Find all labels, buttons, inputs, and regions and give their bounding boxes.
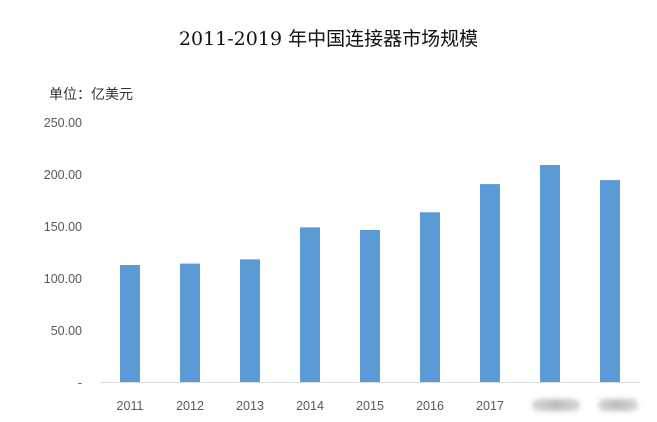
- bar-2017: [480, 184, 500, 382]
- bar-2019: [600, 180, 620, 382]
- y-tick-label: 250.00: [44, 116, 82, 130]
- bar-2014: [300, 227, 320, 382]
- x-tick-label: 2017: [476, 399, 504, 413]
- y-axis-ticks: - 50.00 100.00 150.00 200.00 250.00: [44, 116, 82, 390]
- y-tick-label: 200.00: [44, 168, 82, 182]
- chart-title: 2011-2019 年中国连接器市场规模: [178, 28, 479, 50]
- x-tick-label: 2013: [236, 399, 264, 413]
- blurred-label-2019: [598, 399, 638, 411]
- y-tick-label: 100.00: [44, 272, 82, 286]
- bar-2011: [120, 265, 140, 382]
- x-axis-ticks: 2011 2012 2013 2014 2015 2016 2017: [117, 399, 504, 413]
- x-tick-label: 2016: [416, 399, 444, 413]
- bar-2013: [240, 259, 260, 382]
- bars: [120, 165, 620, 382]
- y-tick-label: -: [78, 376, 82, 390]
- x-tick-label: 2012: [176, 399, 204, 413]
- bar-2012: [180, 263, 200, 382]
- x-tick-label: 2015: [356, 399, 384, 413]
- x-tick-label: 2014: [296, 399, 324, 413]
- bar-2016: [420, 212, 440, 382]
- y-tick-label: 150.00: [44, 220, 82, 234]
- unit-label: 单位：亿美元: [49, 87, 133, 103]
- bar-2015: [360, 230, 380, 382]
- x-tick-label: 2011: [117, 399, 144, 413]
- bar-2018: [540, 165, 560, 382]
- y-tick-label: 50.00: [51, 324, 82, 338]
- blurred-label-2018: [532, 399, 580, 411]
